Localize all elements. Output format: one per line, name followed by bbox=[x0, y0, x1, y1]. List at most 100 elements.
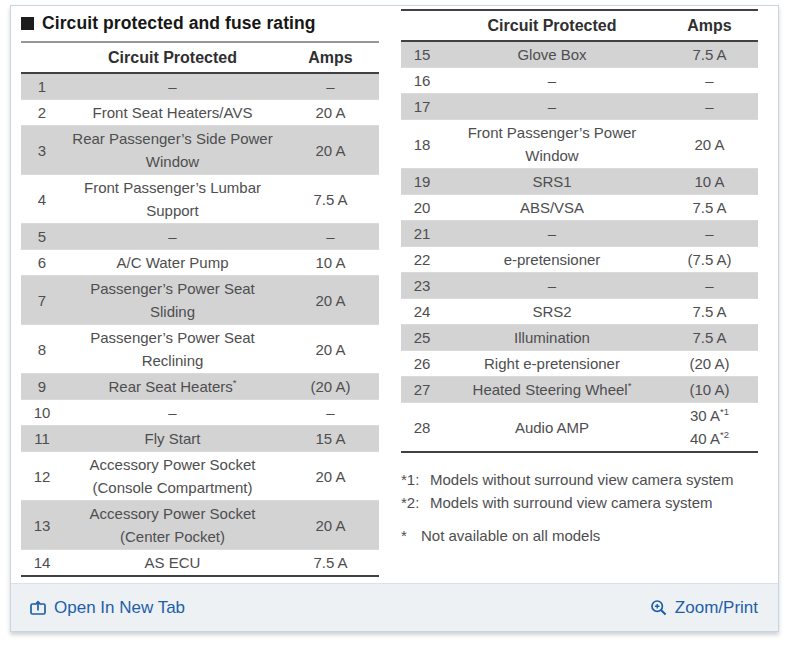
amps-value: – bbox=[282, 400, 379, 426]
amps-value: 20 A bbox=[282, 325, 379, 374]
fuse-number: 20 bbox=[401, 195, 443, 221]
table-row: 22e-pretensioner(7.5 A) bbox=[401, 247, 758, 273]
header-circuit-protected: Circuit Protected bbox=[443, 10, 661, 41]
circuit-name: Audio AMP bbox=[443, 403, 661, 453]
amps-value: 20 A bbox=[282, 276, 379, 325]
table-row: 16–– bbox=[401, 68, 758, 94]
table-row: 19SRS110 A bbox=[401, 169, 758, 195]
fuse-number: 22 bbox=[401, 247, 443, 273]
amps-value: 20 A bbox=[282, 501, 379, 550]
fuse-number: 6 bbox=[21, 250, 63, 276]
table-row: 18Front Passenger’s Power Window20 A bbox=[401, 120, 758, 169]
table-row: 20ABS/VSA7.5 A bbox=[401, 195, 758, 221]
fuse-number: 15 bbox=[401, 41, 443, 68]
amps-value: 10 A bbox=[282, 250, 379, 276]
fuse-number: 23 bbox=[401, 273, 443, 299]
circuit-name: – bbox=[443, 94, 661, 120]
table-row: 7Passenger’s Power Seat Sliding20 A bbox=[21, 276, 379, 325]
fuse-number: 21 bbox=[401, 221, 443, 247]
footnote-marker: * bbox=[401, 524, 421, 547]
fuse-number: 18 bbox=[401, 120, 443, 169]
fuse-number: 12 bbox=[21, 452, 63, 501]
footnote-text: Not available on all models bbox=[421, 524, 758, 547]
fuse-number: 16 bbox=[401, 68, 443, 94]
circuit-name: Rear Seat Heaters* bbox=[63, 374, 282, 400]
circuit-name: e-pretensioner bbox=[443, 247, 661, 273]
header-number bbox=[21, 42, 63, 73]
circuit-name: – bbox=[63, 73, 282, 100]
amps-value: 7.5 A bbox=[661, 195, 758, 221]
amps-value: 30 A*140 A*2 bbox=[661, 403, 758, 453]
manual-viewer-page: Circuit protected and fuse rating Circui… bbox=[0, 0, 802, 658]
amps-value: 7.5 A bbox=[282, 175, 379, 224]
amps-value: 7.5 A bbox=[661, 299, 758, 325]
circuit-name: – bbox=[443, 273, 661, 299]
table-row: 5–– bbox=[21, 224, 379, 250]
fuse-number: 11 bbox=[21, 426, 63, 452]
footnote-text: Models with surround view camera system bbox=[430, 491, 758, 514]
footer-bar: Open In New Tab Zoom/Print bbox=[11, 583, 778, 631]
amps-value: (10 A) bbox=[661, 377, 758, 403]
table-header-row: Circuit Protected Amps bbox=[21, 42, 379, 73]
amps-value: 15 A bbox=[282, 426, 379, 452]
amps-value: – bbox=[282, 73, 379, 100]
table-row: 12Accessory Power Socket (Console Compar… bbox=[21, 452, 379, 501]
circuit-name: Heated Steering Wheel* bbox=[443, 377, 661, 403]
footnote-text: Models without surround view camera syst… bbox=[430, 468, 758, 491]
fuse-number: 14 bbox=[21, 550, 63, 577]
circuit-name: Glove Box bbox=[443, 41, 661, 68]
fuse-number: 10 bbox=[21, 400, 63, 426]
amps-value: 7.5 A bbox=[282, 550, 379, 577]
amps-value: 20 A bbox=[282, 126, 379, 175]
circuit-name: AS ECU bbox=[63, 550, 282, 577]
header-number bbox=[401, 10, 443, 41]
table-row: 4Front Passenger’s Lumbar Support7.5 A bbox=[21, 175, 379, 224]
circuit-name: SRS2 bbox=[443, 299, 661, 325]
amps-value: (20 A) bbox=[661, 351, 758, 377]
circuit-name: Passenger’s Power Seat Reclining bbox=[63, 325, 282, 374]
table-row: 24SRS27.5 A bbox=[401, 299, 758, 325]
fuse-number: 19 bbox=[401, 169, 443, 195]
table-row: 11Fly Start15 A bbox=[21, 426, 379, 452]
amps-value: 20 A bbox=[282, 100, 379, 126]
table-row: 2Front Seat Heaters/AVS20 A bbox=[21, 100, 379, 126]
amps-value: – bbox=[282, 224, 379, 250]
page-title: Circuit protected and fuse rating bbox=[21, 11, 379, 41]
footnote-marker: *1: bbox=[401, 468, 430, 491]
table-row: 25Illumination7.5 A bbox=[401, 325, 758, 351]
fuse-number: 2 bbox=[21, 100, 63, 126]
table-row: 23–– bbox=[401, 273, 758, 299]
magnifier-plus-icon bbox=[650, 599, 668, 617]
fuse-number: 13 bbox=[21, 501, 63, 550]
table-row: 10–– bbox=[21, 400, 379, 426]
footnote-marker: *2: bbox=[401, 491, 430, 514]
zoom-print-label: Zoom/Print bbox=[675, 598, 758, 618]
footnote-3: * Not available on all models bbox=[401, 524, 758, 547]
table-row: 15Glove Box7.5 A bbox=[401, 41, 758, 68]
open-in-new-tab-icon bbox=[29, 599, 47, 617]
page-title-text: Circuit protected and fuse rating bbox=[42, 13, 316, 34]
zoom-print-link[interactable]: Zoom/Print bbox=[650, 598, 758, 618]
amps-value: 7.5 A bbox=[661, 325, 758, 351]
fuse-number: 1 bbox=[21, 73, 63, 100]
circuit-name: SRS1 bbox=[443, 169, 661, 195]
table-header-row: Circuit Protected Amps bbox=[401, 10, 758, 41]
fuse-number: 4 bbox=[21, 175, 63, 224]
fuse-number: 5 bbox=[21, 224, 63, 250]
fuse-number: 26 bbox=[401, 351, 443, 377]
header-amps: Amps bbox=[661, 10, 758, 41]
fuse-number: 17 bbox=[401, 94, 443, 120]
right-column: Circuit Protected Amps 15Glove Box7.5 A1… bbox=[401, 9, 758, 547]
content-card: Circuit protected and fuse rating Circui… bbox=[10, 5, 779, 632]
circuit-name: – bbox=[63, 224, 282, 250]
circuit-name: A/C Water Pump bbox=[63, 250, 282, 276]
circuit-name: ABS/VSA bbox=[443, 195, 661, 221]
open-in-new-tab-label: Open In New Tab bbox=[54, 598, 185, 618]
amps-value: 7.5 A bbox=[661, 41, 758, 68]
fuse-number: 8 bbox=[21, 325, 63, 374]
fuse-table-right: Circuit Protected Amps 15Glove Box7.5 A1… bbox=[401, 9, 758, 453]
open-in-new-tab-link[interactable]: Open In New Tab bbox=[29, 598, 185, 618]
circuit-name: Fly Start bbox=[63, 426, 282, 452]
table-row: 28Audio AMP30 A*140 A*2 bbox=[401, 403, 758, 453]
fuse-number: 24 bbox=[401, 299, 443, 325]
